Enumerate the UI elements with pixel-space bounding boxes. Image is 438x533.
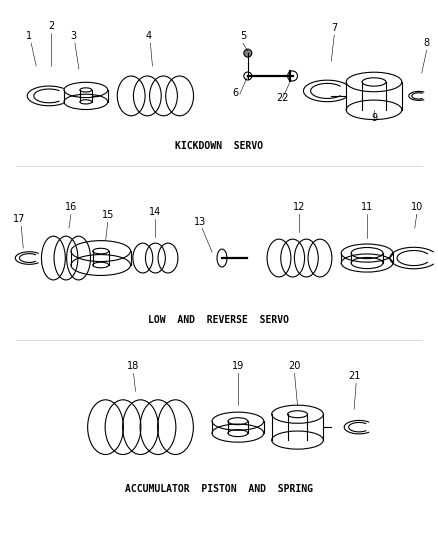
Text: 9: 9 (371, 113, 377, 123)
Text: 20: 20 (288, 361, 301, 372)
Text: 22: 22 (276, 93, 289, 103)
Text: 21: 21 (348, 372, 360, 382)
Text: 7: 7 (331, 23, 337, 33)
Text: 11: 11 (361, 203, 373, 212)
Text: 2: 2 (48, 21, 54, 31)
Text: 14: 14 (149, 207, 162, 217)
Text: KICKDOWN  SERVO: KICKDOWN SERVO (175, 141, 263, 151)
Text: LOW  AND  REVERSE  SERVO: LOW AND REVERSE SERVO (148, 314, 290, 325)
Text: 3: 3 (70, 31, 76, 41)
Text: 10: 10 (410, 203, 423, 212)
Text: 5: 5 (240, 31, 246, 41)
Text: 19: 19 (232, 361, 244, 372)
Text: 12: 12 (293, 203, 306, 212)
Circle shape (244, 49, 252, 57)
Text: 13: 13 (194, 217, 206, 227)
Text: 4: 4 (145, 31, 152, 41)
Text: 6: 6 (233, 88, 239, 98)
Text: 15: 15 (102, 210, 114, 220)
Text: 8: 8 (424, 38, 430, 48)
Text: 17: 17 (13, 214, 25, 224)
Text: 16: 16 (65, 203, 77, 212)
Text: ACCUMULATOR  PISTON  AND  SPRING: ACCUMULATOR PISTON AND SPRING (125, 484, 313, 494)
Text: 1: 1 (26, 31, 32, 41)
Text: 18: 18 (127, 361, 140, 372)
